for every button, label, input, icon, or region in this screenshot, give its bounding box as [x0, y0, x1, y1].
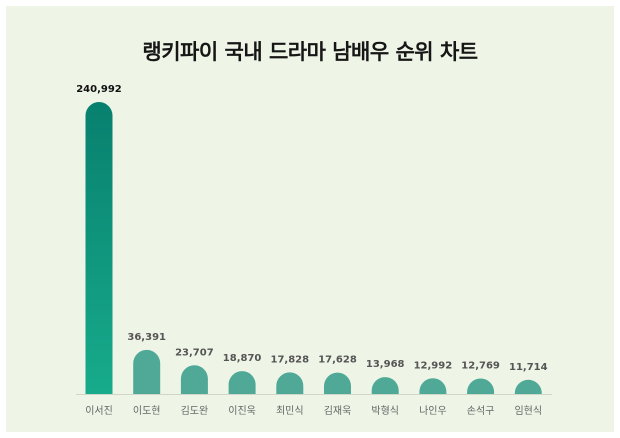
x-tick-label: 박형식 — [371, 405, 399, 417]
data-label: 240,992 — [76, 84, 122, 95]
bar-이서진 — [85, 102, 113, 395]
data-label: 17,628 — [318, 355, 357, 366]
bar-박형식 — [371, 377, 399, 394]
data-label: 12,992 — [414, 360, 453, 371]
data-label: 13,968 — [366, 359, 405, 370]
chart-title: 랭키파이 국내 드라마 남배우 순위 차트 — [142, 40, 478, 64]
x-tick-label: 임현식 — [514, 404, 542, 417]
bar-손석구 — [467, 378, 495, 394]
bar-나인우 — [419, 378, 447, 394]
x-tick-label: 이서진 — [85, 405, 113, 417]
x-tick-label: 이진욱 — [228, 405, 256, 417]
x-tick-label: 최민식 — [276, 405, 304, 417]
data-label: 36,391 — [127, 332, 166, 343]
x-tick-label: 손석구 — [467, 405, 495, 417]
data-label: 17,828 — [271, 354, 310, 365]
x-tick-label: 이도현 — [133, 405, 161, 417]
data-label: 23,707 — [175, 347, 214, 358]
data-label: 18,870 — [223, 353, 262, 364]
bar-김도완 — [180, 365, 208, 394]
bar-이진욱 — [228, 371, 256, 394]
bar-김재욱 — [324, 372, 351, 394]
x-tick-label: 김재욱 — [324, 405, 352, 417]
data-label: 11,714 — [509, 362, 548, 373]
bar-임현식 — [514, 379, 542, 394]
bar-이도현 — [133, 349, 161, 394]
bar-최민식 — [276, 372, 304, 394]
x-tick-label: 김도완 — [181, 405, 209, 417]
data-label: 12,769 — [461, 361, 500, 372]
x-tick-label: 나인우 — [419, 405, 447, 417]
